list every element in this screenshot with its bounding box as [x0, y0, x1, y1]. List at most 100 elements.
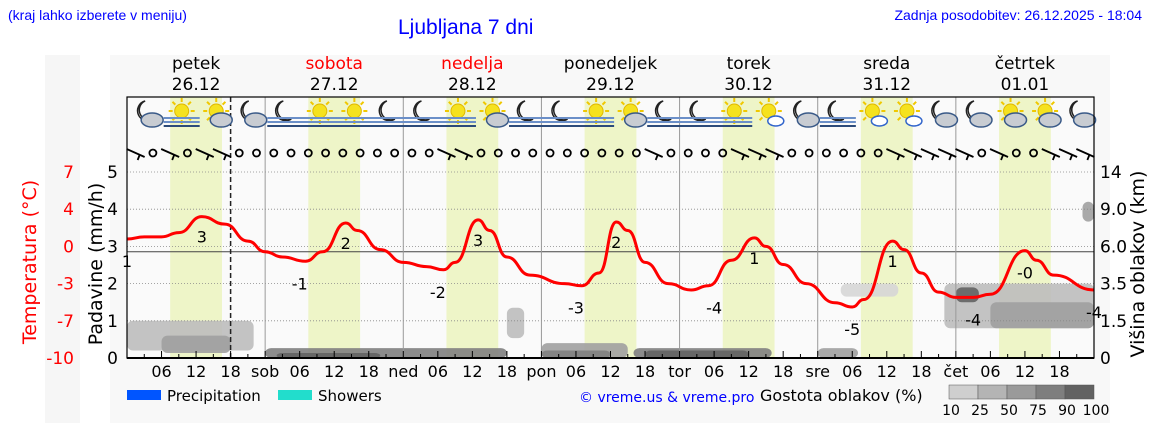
temperature-label: 3 [473, 231, 483, 250]
wind-calm-icon [718, 148, 728, 158]
showers-swatch [278, 390, 312, 400]
x-tick-label: 06 [566, 362, 586, 381]
location-hint: (kraj lahko izberete v meniju) [8, 7, 187, 23]
cloud-shape [1038, 112, 1062, 128]
daylight-band [860, 97, 913, 358]
temperature-line [126, 215, 1095, 309]
day-name: torek [727, 54, 771, 74]
wind-calm-icon [303, 148, 313, 158]
wind-calm-icon [666, 148, 676, 158]
temp-axis-label: Temperatura (°C) [19, 180, 41, 345]
sun-fog-icon [716, 98, 753, 127]
daylight-band [170, 97, 222, 358]
cloud-scale-label: 10 [942, 403, 960, 419]
sun-shape [450, 103, 466, 119]
wind-calm-icon [873, 148, 883, 158]
sun-ray [206, 101, 211, 106]
cloud-shape [767, 115, 785, 127]
sun-ray [360, 101, 365, 106]
moon-cloud-icon [1069, 100, 1097, 128]
sun-small-cloud-icon [893, 98, 923, 127]
cloud-shape [623, 112, 648, 128]
cloud-shape [870, 115, 889, 127]
sun-cloud-icon [203, 98, 233, 128]
cloud-scale-swatch [1035, 384, 1066, 400]
temperature-label: 1 [887, 252, 897, 271]
moon-fog-icon [405, 100, 442, 127]
legend-precipitation: Precipitation [167, 387, 261, 405]
sun-cloud-icon [1032, 98, 1062, 128]
wind-calm-icon [562, 148, 572, 158]
left-tick-label: 0 [107, 349, 118, 369]
wind-calm-icon [683, 148, 693, 158]
sun-fog-icon [301, 98, 338, 127]
sun-shape [174, 103, 190, 119]
sun-fog-icon [163, 98, 200, 127]
temperature-label: -4 [965, 310, 981, 329]
wind-calm-icon [1011, 148, 1021, 158]
sun-ray [482, 101, 487, 106]
cloud-shape [905, 115, 923, 127]
x-tick-label: 12 [324, 362, 344, 381]
wind-calm-icon [148, 148, 158, 158]
x-tick-label: 18 [1049, 362, 1069, 381]
sun-ray [309, 101, 315, 106]
day-date: 28.12 [448, 75, 497, 95]
x-tick-label: 12 [877, 362, 897, 381]
cloud-shape [796, 112, 821, 128]
wind-calm-icon [493, 148, 503, 158]
cloud-shape [140, 112, 164, 128]
sun-ray [206, 116, 211, 121]
moon-shape [654, 100, 672, 122]
sun-ray [482, 116, 487, 121]
moon-shape [827, 100, 845, 122]
wind-calm-icon [269, 148, 279, 158]
sun-cloud-icon [617, 98, 648, 128]
day-name: sobota [305, 54, 363, 74]
wind-calm-icon [977, 148, 987, 158]
wind-calm-icon [580, 148, 589, 158]
sun-ray [344, 101, 349, 106]
wind-calm-icon [632, 148, 641, 158]
wind-barb-icon [765, 148, 784, 161]
x-tick-label: 18 [220, 362, 240, 381]
moon-shape [413, 100, 430, 122]
sun-shape [726, 103, 742, 119]
sun-small-cloud-icon [755, 98, 785, 127]
wind-calm-icon [614, 148, 624, 158]
sun-ray [1050, 101, 1055, 106]
moon-cloud-icon [136, 100, 164, 128]
sun-ray [724, 101, 729, 106]
wind-calm-icon [338, 148, 348, 158]
cloud-area [1082, 201, 1094, 222]
wind-barb-icon [437, 148, 456, 161]
copyright-link[interactable]: © vreme.us & vreme.pro [579, 390, 754, 406]
right-tick-label: 3.5 [1100, 275, 1127, 295]
wind-barb-icon [1041, 148, 1061, 161]
cloud-area [955, 287, 979, 303]
moon-cloud-icon [240, 100, 268, 128]
sun-ray [620, 101, 625, 106]
temperature-label: -2 [430, 283, 446, 302]
sun-shape [346, 103, 362, 119]
temperature-label: -0 [1017, 264, 1033, 283]
right-tick-label: 0 [1100, 349, 1111, 369]
wind-calm-icon [355, 148, 365, 158]
cloud-scale-label: 90 [1058, 403, 1076, 419]
wind-calm-icon [511, 148, 520, 158]
sun-ray [897, 101, 902, 106]
sun-fog-icon [439, 98, 476, 127]
sun-ray [620, 116, 625, 121]
wind-calm-icon [321, 148, 330, 158]
wind-barb-icon [989, 148, 1009, 161]
right-axis-label: Višina oblakov (km) [1127, 171, 1149, 358]
x-tick-label: 18 [497, 362, 517, 381]
sun-shape [588, 103, 604, 119]
temperature-label: 2 [611, 233, 621, 252]
moon-shape [689, 100, 707, 122]
wind-calm-icon [183, 148, 192, 158]
wind-calm-icon [424, 148, 434, 158]
sun-fog-icon [336, 98, 373, 127]
x-tick-label: sob [251, 362, 279, 381]
x-tick-label: 06 [289, 362, 309, 381]
